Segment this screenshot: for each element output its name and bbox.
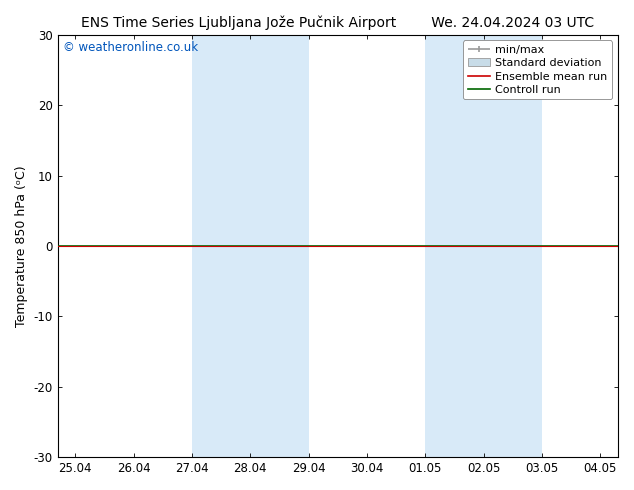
- Legend: min/max, Standard deviation, Ensemble mean run, Controll run: min/max, Standard deviation, Ensemble me…: [463, 40, 612, 99]
- Title: ENS Time Series Ljubljana Jože Pučnik Airport        We. 24.04.2024 03 UTC: ENS Time Series Ljubljana Jože Pučnik Ai…: [81, 15, 594, 29]
- Bar: [484, 35, 542, 457]
- Bar: [192, 35, 250, 457]
- Text: © weatheronline.co.uk: © weatheronline.co.uk: [63, 41, 198, 54]
- Y-axis label: Temperature 850 hPa (ᵒC): Temperature 850 hPa (ᵒC): [15, 165, 28, 327]
- Bar: [250, 35, 309, 457]
- Bar: [425, 35, 484, 457]
